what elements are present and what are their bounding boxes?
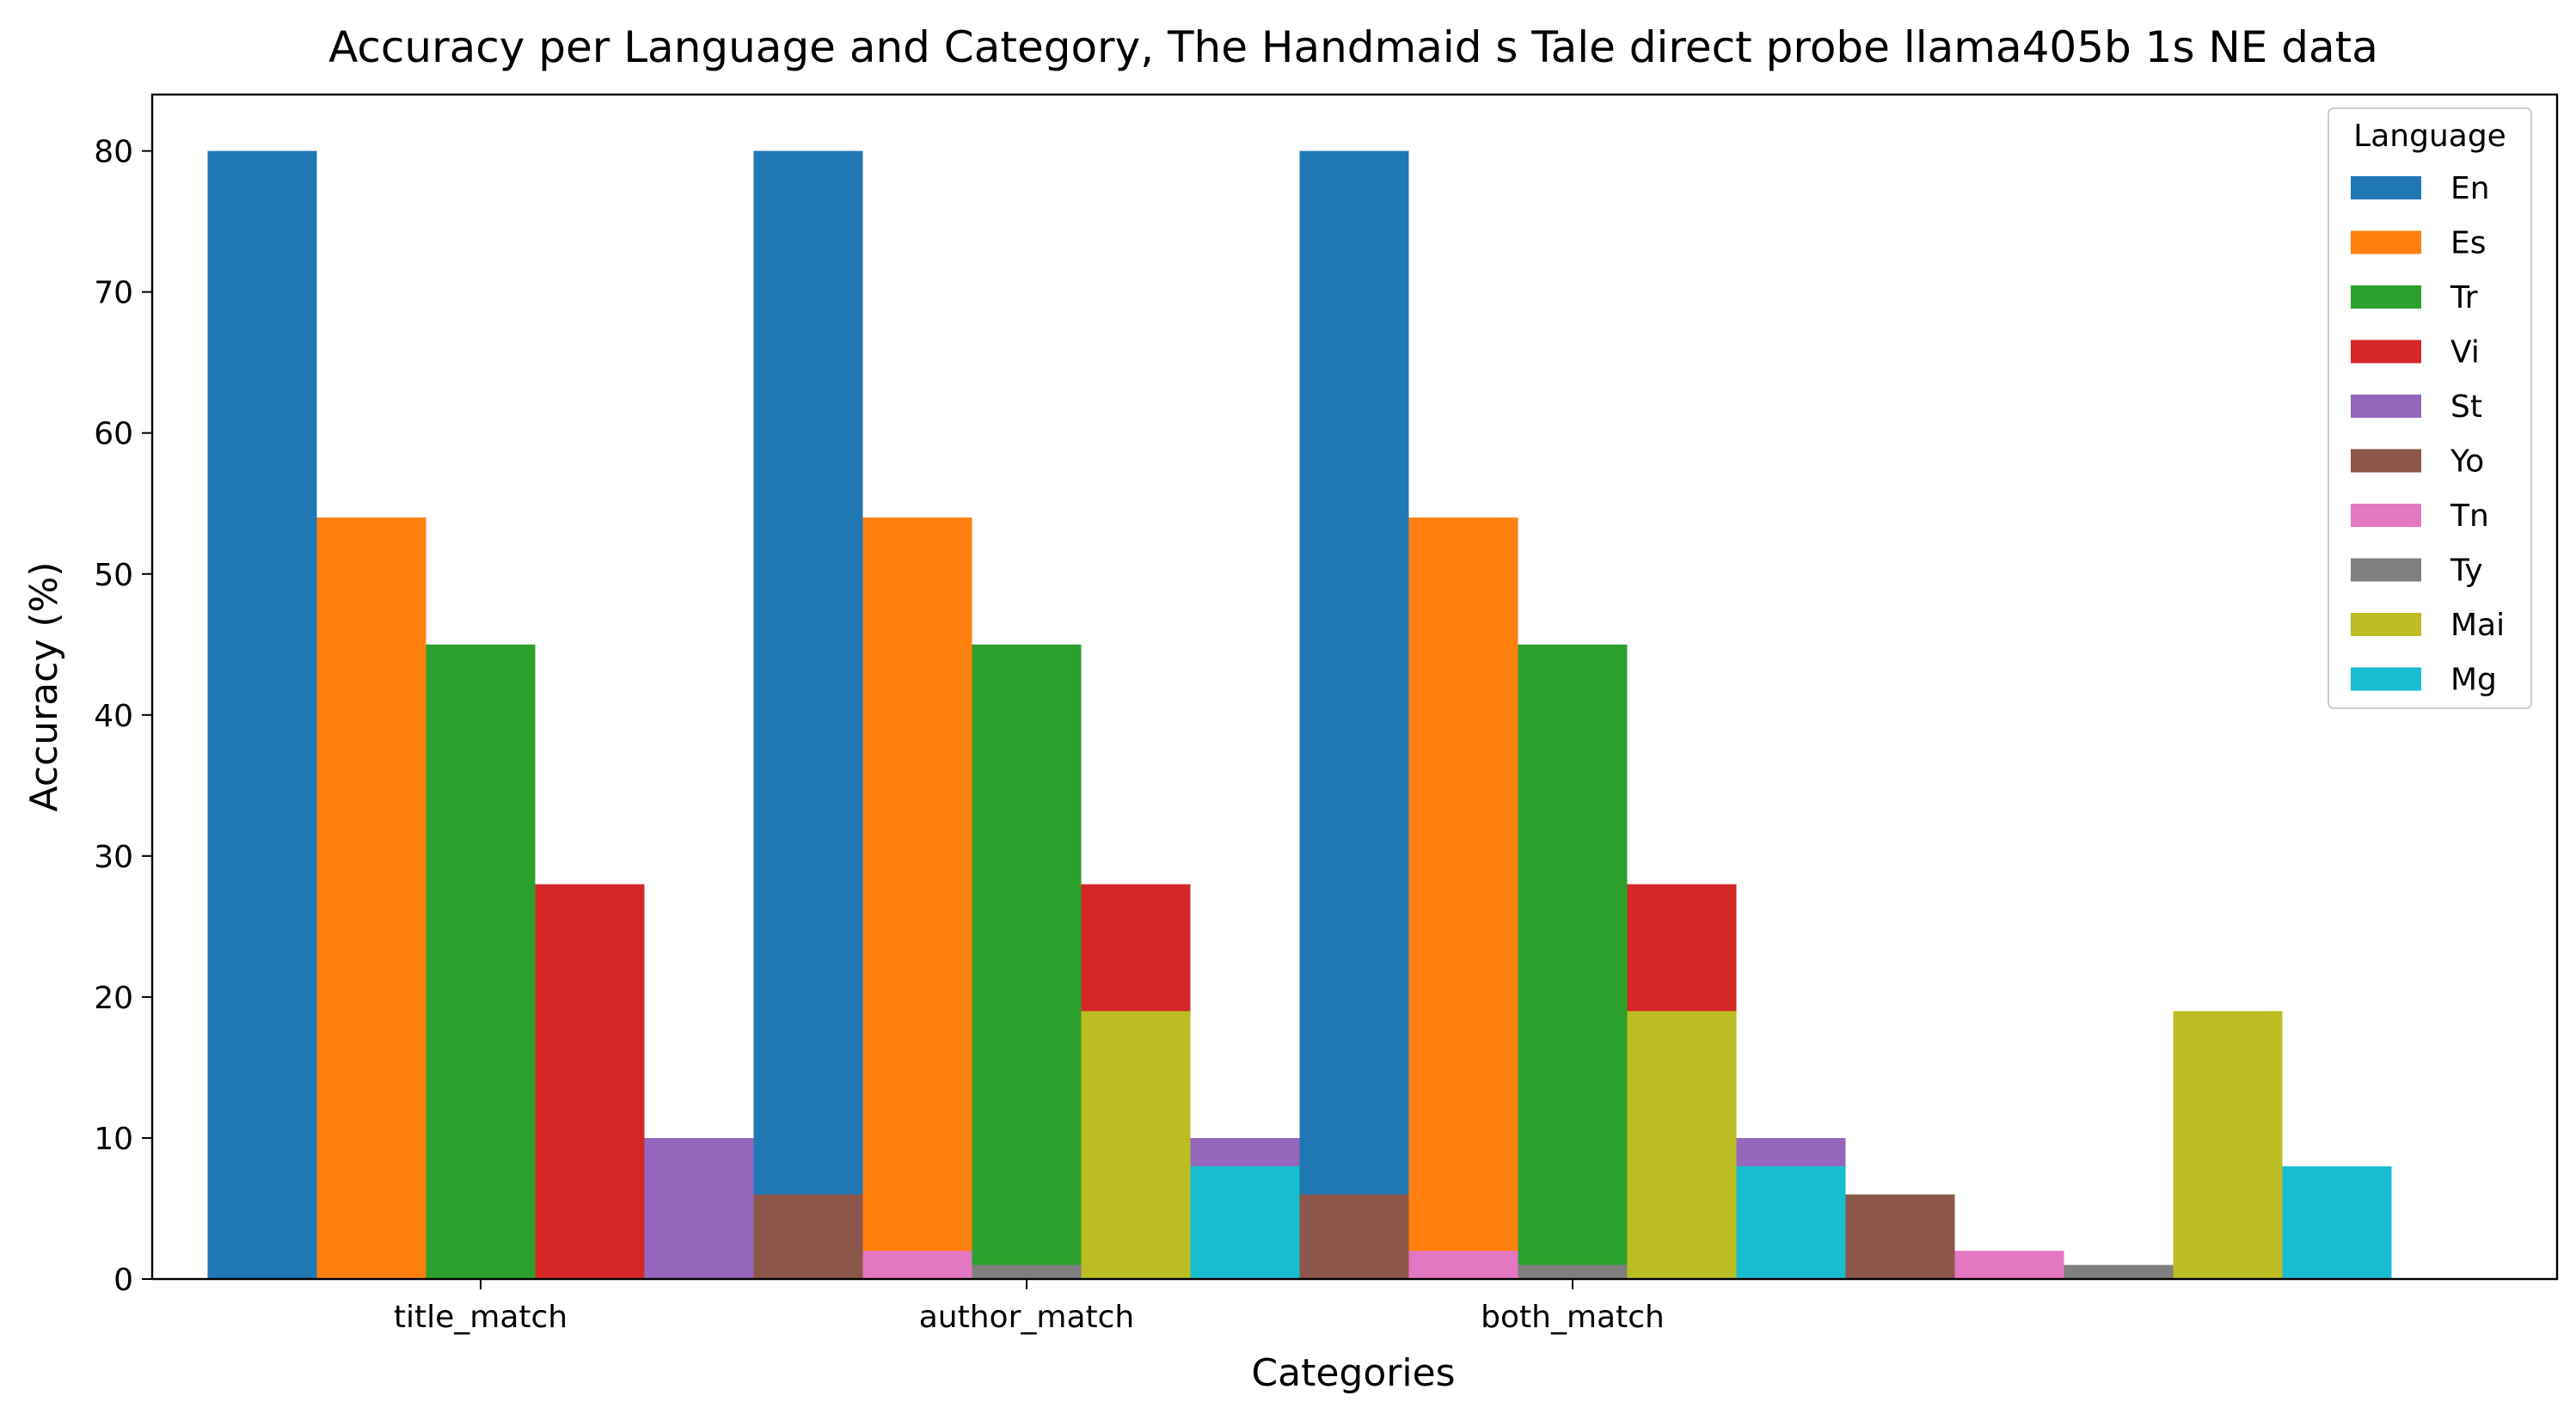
bar-es-title_match [316,517,426,1279]
legend-label-es: Es [2450,226,2487,261]
legend-label-tn: Tn [2450,499,2489,534]
legend-label-yo: Yo [2450,444,2484,480]
legend: Language En Es Tr Vi St Yo Tn Ty Mai Mg [2328,107,2532,709]
legend-label-st: St [2450,389,2482,425]
bar-en-author_match [753,150,863,1280]
x-tick-label: title_match [394,1300,567,1335]
legend-swatch-es [2351,230,2421,254]
bar-mai-author_match [1627,1011,1737,1279]
y-axis: 0 10 20 30 40 50 60 70 80 [94,135,152,1298]
legend-swatch-tr [2351,285,2421,309]
y-tick-label: 20 [94,981,133,1016]
bar-es-author_match [862,517,972,1279]
bar-en-both_match [1299,150,1409,1280]
bar-ty-author_match [1518,1264,1628,1279]
plot-frame [150,93,2559,1281]
legend-label-tr: Tr [2450,280,2478,315]
bar-ty-title_match [972,1264,1082,1279]
legend-swatch-tn [2351,504,2421,527]
legend-swatch-yo [2351,449,2421,473]
legend-swatch-mg [2351,667,2421,691]
y-tick-label: 30 [94,840,133,875]
bar-yo-both_match [1845,1194,1955,1279]
y-tick-label: 10 [94,1122,133,1157]
bar-mai-title_match [1081,1011,1191,1279]
bar-tr-title_match [426,644,536,1279]
y-tick-label: 40 [94,699,133,734]
bar-yo-title_match [753,1194,863,1279]
bar-vi-title_match [535,884,645,1279]
legend-swatch-mai [2351,613,2421,636]
bar-tr-both_match [1518,644,1628,1279]
legend-items: En Es Tr Vi St Yo Tn Ty Mai Mg [2351,171,2505,698]
legend-label-vi: Vi [2450,335,2480,370]
legend-swatch-ty [2351,558,2421,582]
bar-st-title_match [644,1138,754,1279]
bar-mai-both_match [2173,1011,2283,1279]
legend-label-ty: Ty [2450,554,2483,589]
chart-title: Accuracy per Language and Category, The … [328,22,2378,72]
legend-label-mai: Mai [2450,608,2505,643]
bar-mg-author_match [1736,1166,1846,1279]
y-tick-label: 0 [113,1263,133,1298]
bar-en-title_match [207,150,317,1280]
bar-yo-author_match [1299,1194,1409,1279]
y-axis-label: Accuracy (%) [22,561,66,811]
bar-mg-both_match [2282,1166,2392,1279]
y-tick-label: 70 [94,276,133,311]
legend-label-mg: Mg [2450,663,2497,698]
bar-mg-title_match [1190,1166,1300,1279]
y-tick-label: 60 [94,417,133,452]
x-tick-label: both_match [1481,1300,1665,1335]
x-tick-label: author_match [919,1300,1135,1335]
bar-tn-title_match [862,1251,972,1279]
x-axis-label: Categories [1251,1351,1455,1395]
y-tick-label: 80 [94,135,133,170]
bar-ty-both_match [2064,1264,2174,1279]
legend-swatch-vi [2351,340,2421,364]
bar-es-both_match [1408,517,1518,1279]
bar-tn-author_match [1408,1251,1518,1279]
bar-tn-both_match [1954,1251,2064,1279]
legend-swatch-st [2351,395,2421,418]
legend-swatch-en [2351,176,2421,199]
x-axis: title_match author_match both_match [394,1279,1665,1335]
legend-label-en: En [2450,171,2490,206]
y-tick-label: 50 [94,558,133,593]
legend-title: Language [2353,119,2506,154]
bar-tr-author_match [972,644,1082,1279]
bars-group [207,150,2392,1280]
